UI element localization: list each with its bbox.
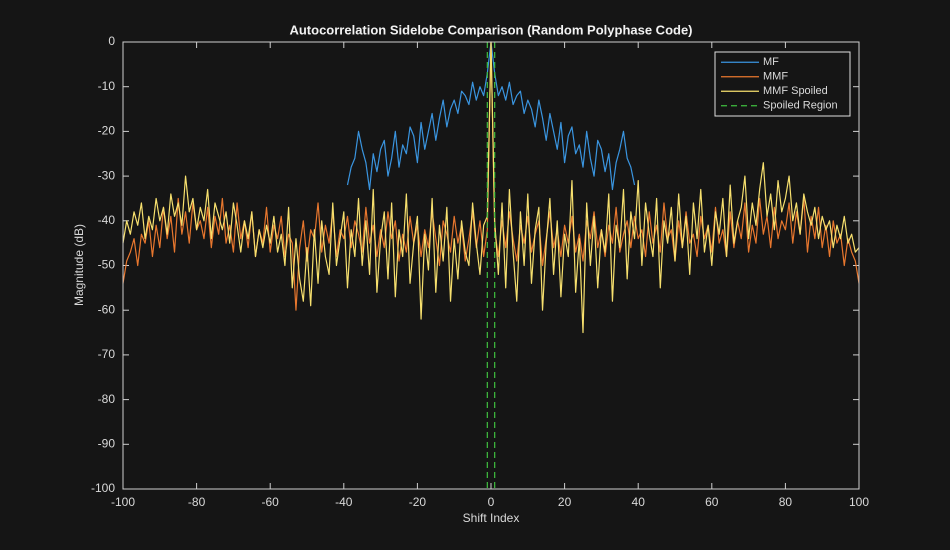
x-tick-label: -60 xyxy=(262,495,280,509)
series-line xyxy=(486,42,496,489)
y-tick-label: -10 xyxy=(98,79,116,93)
legend-label: MMF Spoiled xyxy=(763,85,828,97)
x-tick-label: 60 xyxy=(705,495,719,509)
x-tick-label: 0 xyxy=(488,495,495,509)
y-tick-label: -80 xyxy=(98,392,116,406)
y-tick-label: 0 xyxy=(108,34,115,48)
x-tick-label: -20 xyxy=(409,495,427,509)
y-tick-label: -50 xyxy=(98,258,116,272)
x-tick-label: -40 xyxy=(335,495,353,509)
chart-title: Autocorrelation Sidelobe Comparison (Ran… xyxy=(289,22,692,37)
x-tick-label: 20 xyxy=(558,495,572,509)
plot-frame xyxy=(122,41,860,490)
y-tick-label: -20 xyxy=(98,124,116,138)
x-tick-label: -100 xyxy=(111,495,135,509)
y-tick-label: -100 xyxy=(91,481,115,495)
legend-label: Spoiled Region xyxy=(763,100,838,112)
y-tick-label: -30 xyxy=(98,168,116,182)
y-tick-label: -90 xyxy=(98,436,116,450)
legend-label: MF xyxy=(763,56,779,68)
x-tick-label: -80 xyxy=(188,495,206,509)
x-tick-label: 40 xyxy=(632,495,646,509)
x-axis-label: Shift Index xyxy=(463,511,520,525)
y-tick-label: -40 xyxy=(98,213,116,227)
x-tick-label: 80 xyxy=(779,495,793,509)
y-tick-label: -70 xyxy=(98,347,116,361)
legend-label: MMF xyxy=(763,71,788,83)
x-tick-label: 100 xyxy=(849,495,869,509)
y-axis-label: Magnitude (dB) xyxy=(72,224,86,306)
y-tick-label: -60 xyxy=(98,302,116,316)
